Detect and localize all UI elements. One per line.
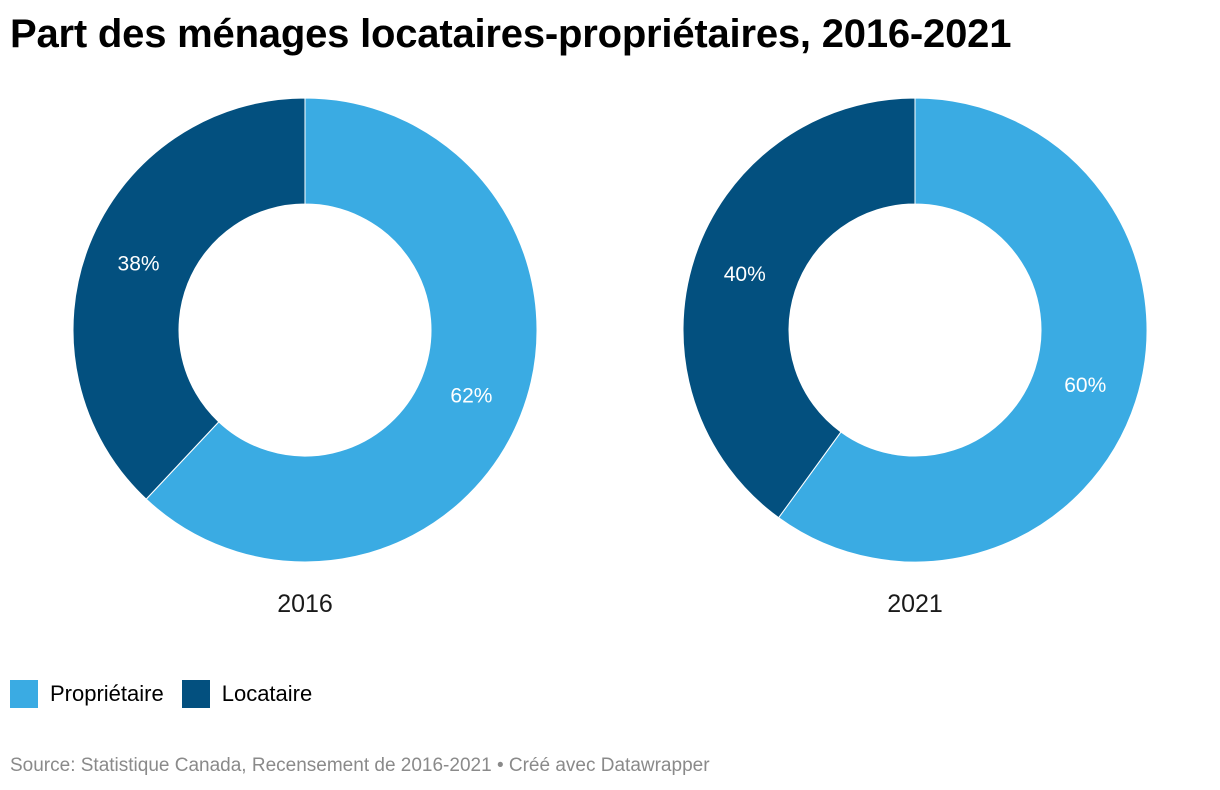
slice-label-2021-locataire: 40% bbox=[724, 263, 766, 286]
legend-item-locataire[interactable]: Locataire bbox=[181, 680, 313, 708]
slice-label-2021-proprietaire: 60% bbox=[1064, 374, 1106, 397]
slice-2016-locataire[interactable] bbox=[72, 97, 306, 500]
source-note: Source: Statistique Canada, Recensement … bbox=[10, 755, 710, 777]
legend-swatch-proprietaire bbox=[10, 680, 38, 708]
chart-title: Part des ménages locataires-propriétaire… bbox=[10, 12, 1012, 56]
slice-2016-proprietaire[interactable] bbox=[145, 97, 538, 563]
legend-label-locataire: Locataire bbox=[221, 681, 313, 706]
donut-label-2016: 2016 bbox=[277, 590, 333, 618]
donut-charts: 62% 38% 2016 60% 40% 2021 bbox=[72, 97, 1148, 618]
source-separator: • bbox=[496, 755, 504, 776]
slice-label-2016-locataire: 38% bbox=[118, 253, 160, 276]
legend-label-proprietaire: Propriétaire bbox=[50, 681, 164, 706]
slice-label-2016-proprietaire: 62% bbox=[450, 384, 492, 407]
donut-2021: 60% 40% 2021 bbox=[682, 97, 1148, 618]
source-credit: Créé avec Datawrapper bbox=[508, 755, 710, 776]
slice-2021-proprietaire[interactable] bbox=[777, 97, 1148, 563]
donut-2016: 62% 38% 2016 bbox=[72, 97, 538, 618]
legend-item-proprietaire[interactable]: Propriétaire bbox=[10, 680, 164, 708]
source-text: Source: Statistique Canada, Recensement … bbox=[10, 755, 492, 776]
legend: Propriétaire Locataire bbox=[10, 680, 330, 708]
donut-label-2021: 2021 bbox=[887, 590, 943, 618]
legend-swatch-locataire bbox=[181, 680, 210, 708]
slice-2021-locataire[interactable] bbox=[682, 97, 916, 519]
